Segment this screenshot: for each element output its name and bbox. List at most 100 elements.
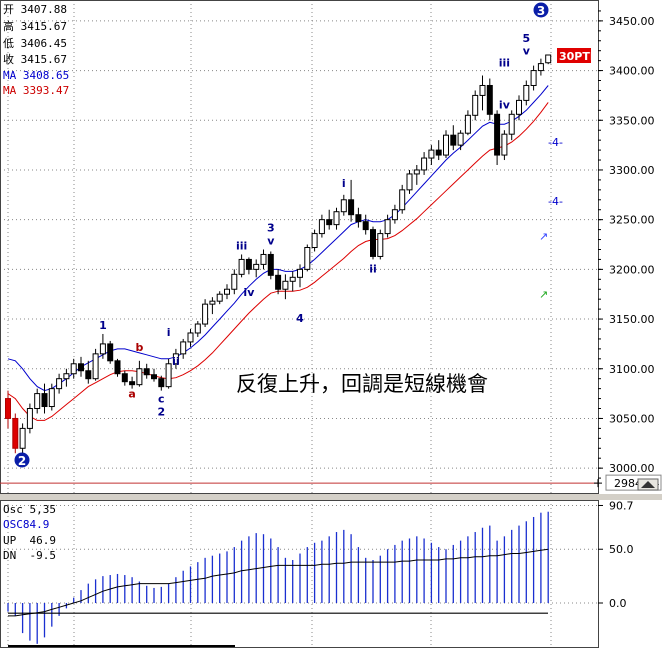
scroll-arrow-icon (641, 481, 655, 488)
candle (151, 368, 157, 382)
wave-label: ii (172, 355, 180, 368)
candle (348, 179, 355, 222)
candle (413, 165, 420, 185)
svg-text:2: 2 (18, 454, 26, 468)
candle-body (260, 253, 267, 265)
candle-body (282, 280, 289, 290)
candle (99, 333, 106, 359)
candle-body (85, 370, 92, 380)
svg-text:30PTI: 30PTI (559, 50, 594, 63)
candle (399, 184, 406, 214)
high-value: 3415.67 (20, 20, 67, 33)
candle (340, 194, 347, 216)
candle-body (523, 84, 530, 101)
candle (406, 169, 413, 194)
candle-body (413, 169, 420, 175)
candle (537, 58, 544, 76)
candle-body (472, 94, 479, 116)
candle (545, 54, 552, 65)
candle (362, 214, 369, 235)
candle-body (545, 54, 552, 64)
badge-high: 3 (533, 2, 549, 18)
candle-body (114, 360, 121, 375)
wave-label: 3 (267, 222, 275, 235)
candle-body (78, 363, 84, 372)
ma-fast-label: MA (3, 69, 17, 82)
candle-body (297, 268, 303, 278)
y-tick-label: 3150.00 (609, 313, 655, 326)
candle (194, 321, 201, 337)
candle (260, 249, 267, 270)
info-close: 收 3415.67 (3, 53, 67, 66)
candle-body (99, 343, 106, 355)
wave-label: a (128, 388, 135, 401)
candle-body (231, 273, 238, 290)
candle-body (187, 332, 194, 343)
candle-body (56, 378, 63, 390)
arrow-marker-green: ↗ (539, 288, 548, 301)
candle-body (406, 173, 413, 191)
grid-lines (0, 0, 598, 648)
candle-body (457, 132, 464, 146)
y-tick-label: 3000.00 (609, 462, 655, 475)
candle-body (450, 134, 457, 146)
candle-body (501, 133, 508, 156)
candle (136, 360, 143, 387)
osc-title: Osc 5,35 (3, 503, 56, 516)
candle (26, 403, 33, 434)
candle (12, 413, 19, 454)
oscillator-panel (7, 511, 549, 647)
candle-body (362, 221, 369, 231)
info-low: 低 3406.45 (3, 37, 67, 50)
side-mark: -4- (548, 136, 563, 149)
candle (238, 254, 245, 278)
candle (421, 152, 428, 175)
wave-label: 2 (157, 405, 165, 418)
candle (494, 110, 501, 165)
candle-body (180, 341, 187, 355)
close-value: 3415.67 (20, 53, 67, 66)
candle (391, 204, 398, 224)
candle-body (399, 189, 406, 211)
y-tick-label: 3200.00 (609, 263, 655, 276)
candle (318, 214, 325, 238)
osc-y-tick-label: 90.7 (609, 499, 634, 512)
low-label: 低 (3, 37, 14, 50)
osc-dn: DN -9.5 (3, 549, 56, 562)
candle-body (530, 70, 537, 86)
info-ma-fast: MA 3408.65 (3, 69, 69, 82)
up-label: UP (3, 534, 17, 547)
info-open: 开 3407.88 (3, 3, 67, 16)
candle (523, 80, 530, 106)
ma-fast-value: 3408.65 (22, 69, 70, 82)
candle (78, 356, 84, 377)
osc-signal-line (8, 548, 549, 617)
osc-value: OSC84.9 (3, 518, 50, 531)
candle-body (318, 219, 325, 235)
candle-body (19, 427, 26, 449)
candle (384, 214, 391, 238)
candle-body (172, 353, 179, 365)
osc-up: UP 46.9 (3, 534, 56, 547)
candle-body (326, 219, 333, 226)
candle-body (107, 343, 114, 362)
candle-body (70, 363, 77, 375)
wave-label: ii (369, 262, 377, 275)
candle-body (216, 293, 223, 302)
candle-body (202, 303, 209, 325)
candle (457, 130, 464, 151)
candle (158, 375, 165, 391)
candle-body (267, 253, 274, 276)
candle-body (41, 393, 48, 408)
candle-body (92, 353, 99, 380)
candle-body (121, 373, 128, 383)
osc-y-tick-label: 50.0 (609, 543, 634, 556)
candle (508, 110, 515, 141)
candle (326, 209, 333, 230)
panel-divider (0, 494, 662, 500)
candle-body (464, 114, 471, 134)
candle-body (245, 258, 252, 270)
candle (333, 207, 340, 230)
wave-label: c (158, 393, 165, 406)
